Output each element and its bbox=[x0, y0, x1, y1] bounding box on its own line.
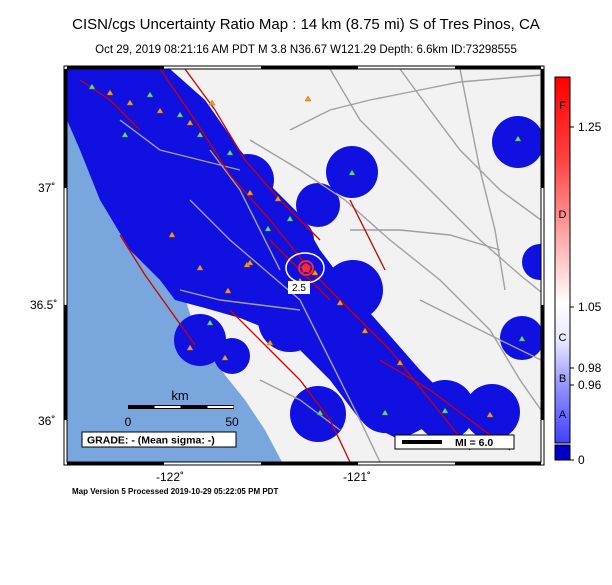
epicenter-contour: 2.5 bbox=[285, 252, 325, 294]
grade-letter-d: D bbox=[559, 209, 567, 221]
lat-label-37: 37˚ bbox=[38, 181, 56, 195]
scale-bar: km 0 50 bbox=[125, 388, 239, 429]
color-bar: F D C B A 1.25 1.05 0.98 0.96 0 bbox=[554, 76, 602, 467]
map-frame bbox=[63, 65, 545, 466]
colorbar-value-0: 0 bbox=[578, 453, 585, 467]
colorbar-value-1-05: 1.05 bbox=[578, 300, 602, 314]
map-title: CISN/cgs Uncertainty Ratio Map : 14 km (… bbox=[72, 16, 540, 33]
grade-letter-a: A bbox=[559, 409, 567, 421]
road-network bbox=[119, 69, 541, 462]
uncertainty-region bbox=[67, 69, 541, 442]
mi-legend: MI = 6.0 bbox=[394, 434, 515, 450]
grade-letter-f: F bbox=[559, 100, 566, 112]
station-markers-green bbox=[88, 83, 526, 416]
colorbar-value-0-98: 0.98 bbox=[578, 361, 602, 375]
grade-letter-c: C bbox=[559, 332, 567, 344]
event-info: Oct 29, 2019 08:21:16 AM PDT M 3.8 N36.6… bbox=[95, 44, 517, 56]
epicenter-star-icon bbox=[298, 260, 314, 276]
fault-lines bbox=[79, 69, 511, 462]
lon-label-122: -122˚ bbox=[156, 470, 185, 484]
scale-tick-50: 50 bbox=[225, 415, 239, 429]
contour-label: 2.5 bbox=[292, 283, 306, 294]
station-markers-orange bbox=[106, 89, 494, 418]
scale-tick-0: 0 bbox=[125, 415, 132, 429]
lon-label-121: -121˚ bbox=[343, 470, 372, 484]
colorbar-value-0-96: 0.96 bbox=[578, 378, 602, 392]
lat-label-36-5: 36.5˚ bbox=[30, 298, 58, 312]
mi-label: MI = 6.0 bbox=[455, 437, 493, 449]
map-version-footer: Map Version 5 Processed 2019-10-29 05:22… bbox=[72, 487, 279, 496]
grade-letter-b: B bbox=[559, 373, 566, 385]
grade-text: GRADE: - (Mean sigma: -) bbox=[87, 435, 215, 447]
lat-label-36: 36˚ bbox=[38, 414, 56, 428]
grade-box: GRADE: - (Mean sigma: -) bbox=[81, 431, 237, 448]
scale-unit: km bbox=[171, 388, 188, 403]
colorbar-value-1-25: 1.25 bbox=[578, 120, 602, 134]
